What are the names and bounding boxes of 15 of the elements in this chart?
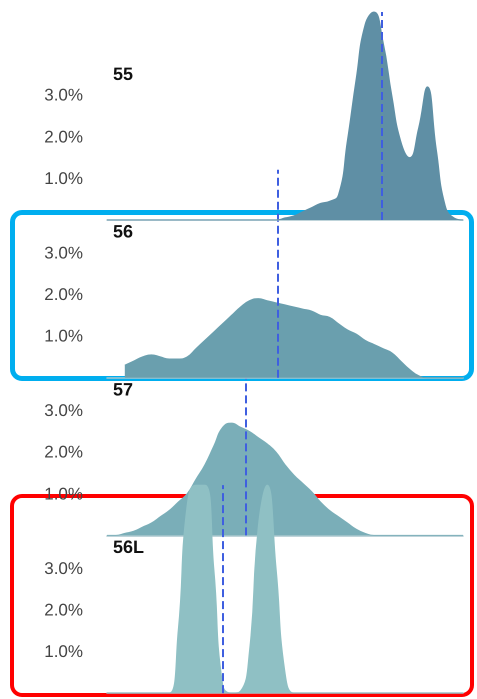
y-tick-label: 3.0% <box>44 243 83 262</box>
y-tick-label: 3.0% <box>44 558 83 578</box>
y-tick-label: 1.0% <box>44 168 83 188</box>
y-tick-label: 1.0% <box>44 326 83 346</box>
text: 55 <box>113 64 134 84</box>
y-tick-label: 3.0% <box>44 401 83 420</box>
y-tick-label: 3.0% <box>44 86 83 105</box>
y-tick-label: 2.0% <box>44 442 83 462</box>
y-tick-label: 1.0% <box>44 642 83 661</box>
text: 57 <box>113 379 134 400</box>
text: 56 <box>113 222 134 242</box>
y-tick-label: 2.0% <box>44 285 83 304</box>
y-tick-label: 2.0% <box>44 127 83 146</box>
text: 56L <box>113 537 144 558</box>
y-tick-label: 2.0% <box>44 600 83 620</box>
